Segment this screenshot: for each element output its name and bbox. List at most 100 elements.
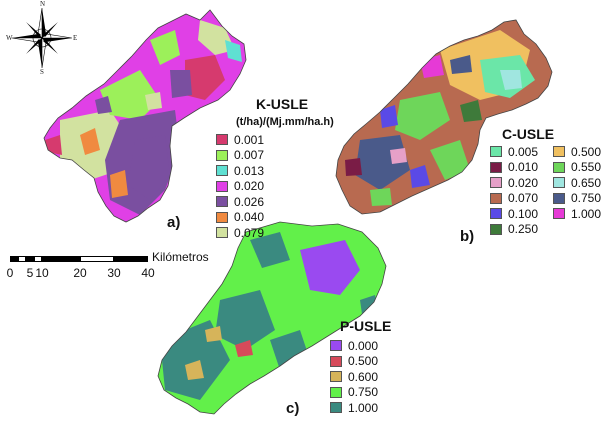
legend-swatch <box>553 146 565 158</box>
legend-swatch <box>216 211 228 223</box>
legend-swatch <box>216 149 228 161</box>
legend-item: 0.020 <box>490 175 538 191</box>
scale-segment <box>34 256 42 262</box>
legend-b-column-2: 0.500 0.550 0.650 0.750 1.000 <box>553 144 601 222</box>
scale-segment <box>42 256 80 262</box>
legend-item: 0.750 <box>330 385 378 401</box>
scale-segment <box>114 256 148 262</box>
compass-north-label: N <box>40 0 46 8</box>
legend-swatch <box>330 371 342 383</box>
legend-value: 0.005 <box>508 144 539 159</box>
compass-west-label: W <box>6 34 13 42</box>
legend-item: 0.001 <box>216 132 264 148</box>
legend-item: 0.070 <box>490 191 538 207</box>
legend-value: 0.020 <box>234 179 265 194</box>
legend-swatch <box>330 355 342 367</box>
legend-item: 0.750 <box>553 191 601 207</box>
scale-tick-label: 40 <box>141 266 155 280</box>
legend-swatch <box>490 223 502 235</box>
legend-b-title: C-USLE <box>502 126 555 142</box>
scale-bar: Kilómetros 0 5 10 20 30 40 <box>6 250 240 282</box>
panel-label-a: a) <box>167 214 181 231</box>
legend-value: 0.250 <box>508 222 539 237</box>
legend-item: 0.000 <box>330 338 378 354</box>
map-a-outline <box>43 9 247 223</box>
map-b-outline <box>335 19 553 215</box>
scale-segment <box>80 256 114 262</box>
legend-item: 0.007 <box>216 148 264 164</box>
scale-segment <box>26 256 34 262</box>
map-c-outline <box>157 221 387 415</box>
legend-item: 1.000 <box>330 400 378 416</box>
legend-item: 0.500 <box>330 354 378 370</box>
legend-item: 1.000 <box>553 206 601 222</box>
legend-value: 0.040 <box>234 210 265 225</box>
legend-value: 0.750 <box>348 385 379 400</box>
scale-tick-label: 30 <box>107 266 121 280</box>
legend-swatch <box>490 208 502 220</box>
legend-b-column-1: 0.005 0.010 0.020 0.070 0.100 0.250 <box>490 144 538 237</box>
legend-swatch <box>330 402 342 414</box>
legend-swatch <box>216 165 228 177</box>
legend-swatch <box>553 177 565 189</box>
legend-item: 0.650 <box>553 175 601 191</box>
legend-value: 0.500 <box>571 144 602 159</box>
legend-item: 0.005 <box>490 144 538 160</box>
legend-a: 0.001 0.007 0.013 0.020 0.026 0.040 0.079 <box>216 132 264 241</box>
legend-a-title: K-USLE <box>256 96 309 112</box>
compass-rose-icon <box>11 7 73 69</box>
legend-a-subtitle: (t/ha)/(Mj.mm/ha.h) <box>236 116 334 128</box>
legend-value: 0.007 <box>234 148 265 163</box>
legend-swatch <box>553 208 565 220</box>
legend-item: 0.010 <box>490 160 538 176</box>
legend-value: 0.600 <box>348 369 379 384</box>
legend-value: 0.013 <box>234 163 265 178</box>
legend-item: 0.100 <box>490 206 538 222</box>
scale-tick-label: 5 <box>26 266 34 280</box>
scale-tick-label: 20 <box>73 266 87 280</box>
legend-swatch <box>490 192 502 204</box>
legend-swatch <box>216 196 228 208</box>
panel-label-b: b) <box>460 228 475 245</box>
legend-value: 0.026 <box>234 194 265 209</box>
legend-value: 0.079 <box>234 225 265 240</box>
legend-swatch <box>216 134 228 146</box>
scale-tick-label: 0 <box>6 266 14 280</box>
legend-value: 0.010 <box>508 160 539 175</box>
legend-value: 0.550 <box>571 160 602 175</box>
legend-swatch <box>216 180 228 192</box>
scale-segment <box>10 256 18 262</box>
scale-tick-label: 10 <box>35 266 49 280</box>
panel-label-c: c) <box>286 400 300 417</box>
legend-swatch <box>216 227 228 239</box>
legend-c: 0.000 0.500 0.600 0.750 1.000 <box>330 338 378 416</box>
legend-swatch <box>553 161 565 173</box>
legend-swatch <box>330 340 342 352</box>
legend-swatch <box>490 146 502 158</box>
legend-swatch <box>490 177 502 189</box>
compass-east-label: E <box>73 34 78 42</box>
legend-item: 0.040 <box>216 210 264 226</box>
legend-item: 0.026 <box>216 194 264 210</box>
legend-value: 0.100 <box>508 206 539 221</box>
legend-value: 0.650 <box>571 175 602 190</box>
legend-item: 0.500 <box>553 144 601 160</box>
legend-value: 0.070 <box>508 191 539 206</box>
legend-swatch <box>330 386 342 398</box>
legend-item: 0.600 <box>330 369 378 385</box>
legend-swatch <box>490 161 502 173</box>
scale-unit-label: Kilómetros <box>152 250 209 264</box>
scale-segment <box>18 256 26 262</box>
legend-value: 0.000 <box>348 338 379 353</box>
legend-value: 0.500 <box>348 354 379 369</box>
legend-value: 0.020 <box>508 175 539 190</box>
legend-item: 0.250 <box>490 222 538 238</box>
legend-value: 1.000 <box>348 400 379 415</box>
legend-value: 0.001 <box>234 132 265 147</box>
compass-rose: N S E W <box>4 0 78 77</box>
legend-value: 1.000 <box>571 206 602 221</box>
compass-south-label: S <box>40 68 44 76</box>
legend-c-title: P-USLE <box>340 318 392 334</box>
legend-value: 0.750 <box>571 191 602 206</box>
